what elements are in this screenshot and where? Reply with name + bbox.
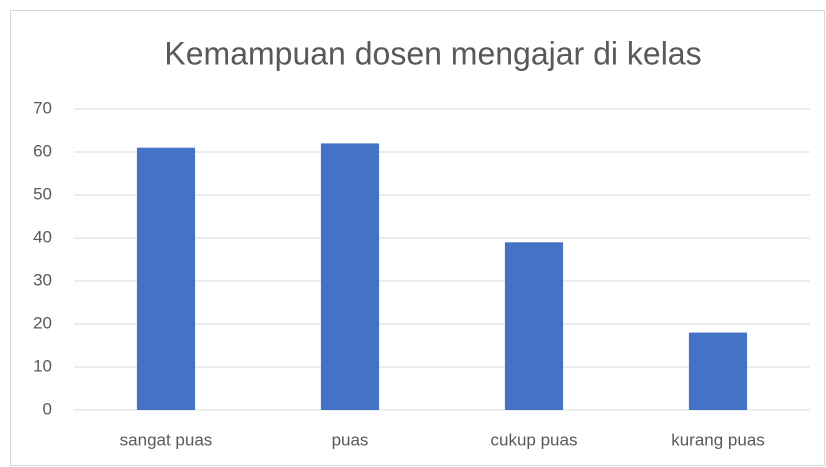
x-tick-label: puas [332, 430, 369, 449]
bar [688, 332, 748, 410]
y-tick-label: 0 [43, 399, 52, 418]
bar [320, 143, 380, 410]
y-tick-label: 40 [33, 227, 52, 246]
y-tick-label: 30 [33, 270, 52, 289]
x-tick-label: kurang puas [671, 430, 765, 449]
x-tick-label: cukup puas [491, 430, 578, 449]
chart-title: Kemampuan dosen mengajar di kelas [164, 35, 701, 71]
y-tick-label: 60 [33, 141, 52, 160]
y-tick-label: 50 [33, 184, 52, 203]
y-tick-label: 10 [33, 356, 52, 375]
x-tick-label: sangat puas [120, 430, 213, 449]
bar [504, 242, 564, 410]
y-tick-label: 20 [33, 313, 52, 332]
bar [136, 147, 196, 410]
y-tick-label: 70 [33, 98, 52, 117]
